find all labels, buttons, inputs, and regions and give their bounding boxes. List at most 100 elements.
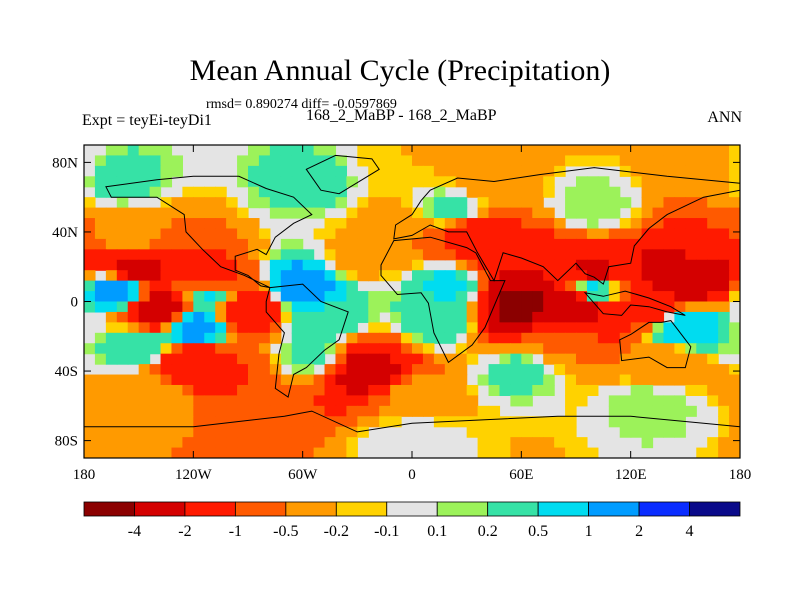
field-cell: [696, 186, 708, 198]
field-cell: [718, 165, 730, 177]
field-cell: [94, 301, 107, 313]
field-cell: [335, 291, 347, 303]
field-cell: [116, 186, 129, 198]
field-cell: [455, 145, 468, 157]
field-cell: [302, 249, 315, 261]
field-cell: [116, 176, 129, 188]
field-cell: [226, 353, 238, 365]
field-cell: [455, 343, 468, 355]
field-cell: [357, 426, 369, 438]
field-cell: [477, 259, 490, 271]
field-cell: [401, 238, 413, 250]
field-cell: [149, 280, 162, 292]
field-cell: [160, 207, 173, 219]
field-cell: [346, 238, 358, 250]
field-cell: [302, 311, 315, 323]
field-cell: [280, 259, 293, 271]
field-cell: [248, 270, 260, 282]
y-tick-label: 40N: [52, 225, 78, 241]
field-cell: [641, 384, 654, 396]
field-cell: [674, 322, 686, 334]
field-cell: [597, 249, 610, 261]
field-cell: [368, 186, 380, 198]
field-cell: [357, 343, 369, 355]
field-cell: [269, 364, 282, 376]
field-cell: [193, 291, 205, 303]
field-cell: [390, 228, 402, 240]
field-cell: [707, 197, 719, 209]
field-cell: [586, 280, 599, 292]
field-cell: [576, 176, 588, 188]
field-cell: [302, 353, 315, 365]
field-cell: [565, 186, 577, 198]
field-cell: [674, 176, 686, 188]
field-cell: [576, 291, 588, 303]
field-cell: [444, 384, 457, 396]
field-cell: [171, 343, 183, 355]
field-cell: [729, 176, 740, 188]
field-cell: [707, 301, 719, 313]
field-cell: [729, 155, 740, 167]
field-cell: [280, 343, 293, 355]
field-cell: [576, 280, 588, 292]
field-cell: [718, 343, 730, 355]
field-cell: [357, 238, 369, 250]
field-cell: [193, 384, 205, 396]
field-cell: [532, 311, 544, 323]
field-cell: [313, 301, 326, 313]
field-cell: [215, 416, 227, 428]
field-cell: [84, 416, 96, 428]
field-cell: [707, 364, 719, 376]
field-cell: [565, 207, 577, 219]
field-cell: [685, 322, 697, 334]
field-cell: [280, 176, 293, 188]
field-cell: [193, 228, 205, 240]
colorbar-swatch: [285, 501, 337, 517]
field-cell: [477, 270, 490, 282]
field-cell: [619, 145, 632, 157]
field-cell: [94, 186, 107, 198]
field-cell: [663, 197, 675, 209]
field-cell: [466, 165, 479, 177]
field-cell: [685, 259, 697, 271]
field-cell: [269, 353, 282, 365]
field-cell: [302, 280, 315, 292]
field-cell: [390, 291, 402, 303]
field-cell: [510, 176, 522, 188]
field-cell: [160, 270, 173, 282]
field-cell: [663, 270, 675, 282]
field-cell: [116, 447, 129, 458]
field-cell: [291, 270, 304, 282]
field-cell: [652, 228, 665, 240]
field-cell: [455, 374, 468, 386]
stats-line: rmsd= 0.890274 diff= -0.0597869: [206, 97, 397, 112]
field-cell: [127, 395, 140, 407]
field-cell: [401, 311, 413, 323]
field-cell: [532, 165, 544, 177]
field-cell: [696, 332, 708, 344]
field-cell: [521, 364, 533, 376]
field-cell: [707, 228, 719, 240]
field-cell: [248, 416, 260, 428]
field-cell: [182, 301, 194, 313]
field-cell: [696, 176, 708, 188]
field-cell: [543, 228, 555, 240]
field-cell: [226, 343, 238, 355]
field-cell: [510, 384, 522, 396]
field-cell: [477, 249, 490, 261]
field-cell: [521, 447, 533, 458]
field-cell: [138, 238, 151, 250]
field-cell: [226, 280, 238, 292]
field-cell: [652, 291, 665, 303]
field-cell: [116, 155, 129, 167]
field-cell: [116, 322, 129, 334]
field-cell: [105, 343, 118, 355]
field-cell: [105, 405, 118, 417]
field-cell: [116, 280, 129, 292]
field-cell: [237, 218, 249, 230]
field-cell: [412, 332, 424, 344]
field-cell: [554, 228, 566, 240]
field-cell: [412, 270, 424, 282]
field-cell: [510, 426, 522, 438]
field-cell: [641, 176, 654, 188]
